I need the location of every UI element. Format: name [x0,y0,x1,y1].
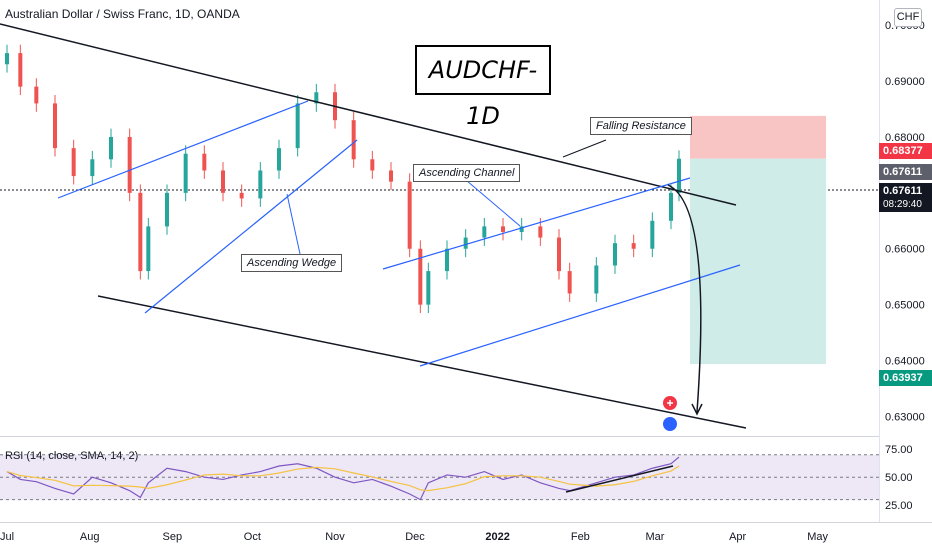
headline-annotation[interactable]: AUDCHF-1D [415,45,551,130]
candle [370,159,375,171]
candle [183,153,188,193]
channel-upper-line [382,177,691,270]
time-axis-border [0,522,932,523]
currency-badge[interactable]: CHF [894,8,922,27]
plus-icon [667,400,673,406]
candle [202,153,207,171]
price-tick-label: 0.69000 [885,76,925,88]
symbol-title: Australian Dollar / Swiss Franc, 1D, OAN… [5,7,240,21]
time-tick-label: Apr [729,531,746,543]
target-zone [690,158,826,365]
candle [650,220,655,249]
time-tick-label: Dec [405,531,425,543]
candle [418,248,423,305]
candle [631,243,636,249]
ascending-channel-callout[interactable]: Ascending Channel [413,164,521,182]
candle [677,158,681,193]
projection-arrow [667,184,702,413]
candle [594,265,599,294]
time-tick-label: May [807,531,828,543]
candle [239,192,244,199]
rsi-tick-label: 25.00 [885,500,913,512]
wedge-pointer [286,193,301,255]
rsi-trendline [565,465,674,493]
wedge-upper-line [57,100,309,199]
time-tick-label: Feb [571,531,590,543]
candle [109,136,113,160]
time-tick-label: Nov [325,531,345,543]
last-price-tag: 0.67611 [879,183,932,199]
price-tick-label: 0.66000 [885,244,925,256]
time-tick-label: Aug [80,531,100,543]
projection-arrowhead [691,403,703,416]
candle [519,226,524,232]
falling-support-line [97,295,747,429]
time-tick-label: Jul [0,531,14,543]
candle [567,271,572,294]
candle [426,271,431,305]
last-price-tag-gray: 0.67611 [879,164,932,180]
candle [221,170,225,193]
candle [34,86,39,104]
candle [295,103,300,149]
rsi-ma-line [6,465,680,492]
candle [407,181,412,249]
candle [538,226,543,238]
pane-separator [0,436,879,437]
time-tick-label: Oct [244,531,261,543]
price-axis-border [879,0,880,522]
price-tick-label: 0.64000 [885,356,925,368]
event-marker-icon [663,417,677,431]
rsi-tick-label: 50.00 [885,472,913,484]
wedge-lower-line [144,139,358,314]
candle [501,226,505,232]
channel-lower-line [419,264,741,367]
rsi-tick-label: 75.00 [885,444,913,456]
candle [53,103,57,149]
candle [463,237,468,249]
bar-countdown: 08:29:40 [879,198,932,212]
candle [127,136,132,193]
candle [258,170,263,199]
ascending-wedge-callout[interactable]: Ascending Wedge [241,254,343,272]
price-tick-label: 0.68000 [885,132,925,144]
candle [277,148,281,171]
price-tick-label: 0.63000 [885,411,925,423]
rsi-label: RSI (14, close, SMA, 14, 2) [5,450,139,462]
candle [18,53,23,87]
falling-resistance-pointer [562,139,607,158]
candle [5,53,9,65]
candle [389,170,393,182]
stop-price-tag: 0.68377 [879,143,932,159]
candle [90,159,95,177]
candle [146,226,151,272]
candle [557,237,561,272]
time-tick-label: Sep [163,531,183,543]
target-price-tag: 0.63937 [879,370,932,386]
falling-resistance-callout[interactable]: Falling Resistance [590,117,692,135]
candle [613,243,617,266]
candle [482,226,487,238]
falling-resistance-line [0,23,737,206]
time-tick-label: 2022 [485,531,509,543]
candle [351,120,356,160]
candle [138,192,143,272]
channel-pointer [459,174,521,227]
time-tick-label: Mar [646,531,665,543]
candle [71,148,76,177]
candle [669,192,673,221]
price-tick-label: 0.65000 [885,300,925,312]
stop-zone [690,115,826,159]
candle [314,92,319,104]
candle [165,192,169,227]
candle [445,248,449,272]
rsi-line [6,456,680,501]
